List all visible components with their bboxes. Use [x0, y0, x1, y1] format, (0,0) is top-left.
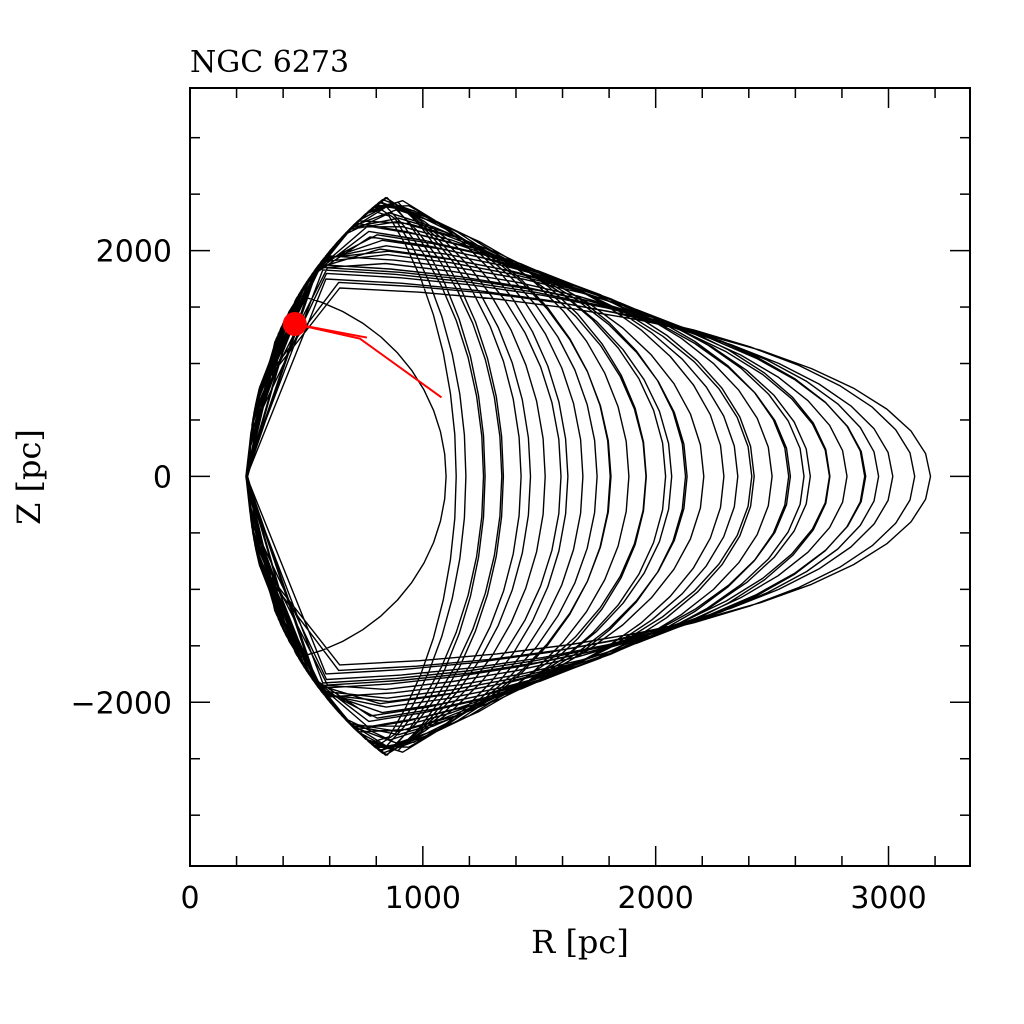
x-tick-label: 0 — [180, 881, 199, 916]
recent-track — [282, 311, 443, 399]
plot-frame — [189, 87, 971, 867]
y-tick-label: −2000 — [71, 686, 172, 721]
x-tick-label: 2000 — [617, 881, 693, 916]
orbit-trajectory — [245, 196, 932, 756]
y-tick-label: 0 — [153, 460, 172, 495]
tick-labels: 0 1000 2000 3000 −2000 0 2000 — [71, 235, 927, 916]
y-axis-label: Z [pc] — [10, 429, 48, 525]
chart-title: NGC 6273 — [190, 45, 349, 80]
recent-track-line — [294, 323, 443, 399]
current-position-marker — [282, 311, 307, 336]
x-tick-label: 3000 — [850, 881, 926, 916]
orbit-path — [245, 196, 932, 756]
x-axis-label: R [pc] — [531, 923, 629, 961]
axis-ticks — [189, 88, 970, 866]
x-tick-label: 1000 — [385, 881, 461, 916]
recent-track-line — [294, 323, 368, 339]
y-tick-label: 2000 — [96, 235, 172, 270]
